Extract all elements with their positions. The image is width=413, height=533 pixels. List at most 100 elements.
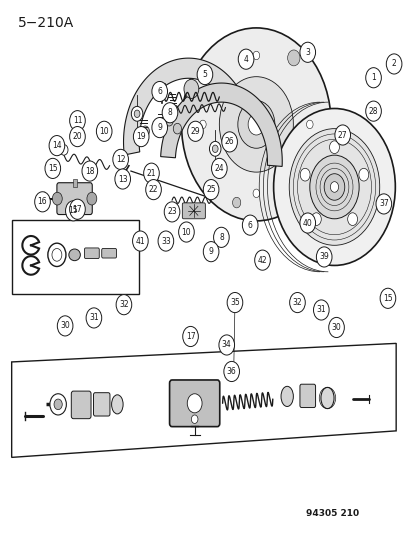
Bar [72,179,76,187]
Circle shape [52,192,62,205]
Circle shape [49,135,64,156]
Circle shape [329,141,339,154]
Circle shape [299,213,315,233]
Text: 6: 6 [157,87,162,96]
Circle shape [133,126,149,147]
Circle shape [45,158,60,179]
Text: 35: 35 [230,298,239,307]
Circle shape [323,174,344,200]
FancyBboxPatch shape [71,391,91,419]
Text: 40: 40 [302,219,312,228]
Circle shape [219,77,293,172]
Text: 3: 3 [304,48,309,57]
Circle shape [328,317,344,337]
Circle shape [299,168,309,181]
Text: 42: 42 [257,256,267,265]
Circle shape [197,64,212,85]
Text: 1: 1 [370,73,375,82]
Text: 10: 10 [181,228,191,237]
Circle shape [232,197,240,208]
Circle shape [365,101,380,121]
FancyBboxPatch shape [57,183,92,215]
Text: 5: 5 [202,70,207,79]
Circle shape [96,121,112,141]
FancyBboxPatch shape [182,203,205,219]
FancyBboxPatch shape [299,384,315,408]
Circle shape [143,163,159,183]
Circle shape [82,161,97,181]
Text: 5−210A: 5−210A [18,16,74,30]
Text: 31: 31 [316,305,325,314]
Text: 39: 39 [318,253,328,262]
Circle shape [145,180,161,200]
Circle shape [35,192,50,212]
Text: 41: 41 [135,237,145,246]
Circle shape [86,308,102,328]
Circle shape [309,155,358,219]
Circle shape [212,145,218,152]
Polygon shape [12,343,395,457]
Circle shape [252,189,259,198]
Circle shape [131,107,142,121]
Text: 32: 32 [292,298,301,307]
Circle shape [50,394,66,415]
Text: 8: 8 [167,108,172,117]
Circle shape [299,42,315,62]
Circle shape [306,120,312,128]
Circle shape [165,115,173,126]
Text: 21: 21 [146,168,156,177]
Circle shape [164,202,179,222]
Text: 10: 10 [99,127,109,136]
Text: 9: 9 [208,247,213,256]
Text: 18: 18 [85,166,94,175]
Text: 17: 17 [185,332,195,341]
Circle shape [203,241,218,262]
Text: 29: 29 [190,127,200,136]
Ellipse shape [112,395,123,414]
Polygon shape [123,58,238,155]
FancyBboxPatch shape [102,248,116,258]
Circle shape [134,110,140,117]
Text: 25: 25 [206,185,216,194]
Text: 28: 28 [368,107,377,116]
Text: 6: 6 [247,221,252,230]
Text: 15: 15 [48,164,57,173]
Circle shape [273,109,394,265]
Circle shape [365,68,380,88]
Text: 4: 4 [243,55,248,63]
Circle shape [141,126,149,136]
Text: 17: 17 [72,205,82,214]
Text: 26: 26 [224,138,234,147]
Text: 8: 8 [218,233,223,242]
Circle shape [347,213,357,225]
Circle shape [358,168,368,181]
Text: 30: 30 [60,321,70,330]
Circle shape [289,293,304,313]
Circle shape [303,167,311,178]
Circle shape [152,82,167,102]
Circle shape [178,222,194,242]
Circle shape [162,103,177,123]
Text: 23: 23 [167,207,176,216]
Circle shape [158,231,173,251]
Circle shape [375,194,391,214]
Circle shape [183,79,198,99]
Text: 9: 9 [157,123,162,132]
Circle shape [115,169,130,189]
Circle shape [252,51,259,60]
Text: 94305 210: 94305 210 [305,510,358,519]
Circle shape [330,182,338,192]
Text: 15: 15 [382,294,392,303]
Text: 24: 24 [214,164,223,173]
Circle shape [237,49,253,69]
Text: 34: 34 [221,341,231,350]
Circle shape [213,227,229,247]
Circle shape [254,250,270,270]
Text: 2: 2 [391,60,396,68]
Ellipse shape [69,249,80,261]
Circle shape [187,121,203,141]
Text: 32: 32 [119,300,128,309]
Bar [12,220,139,294]
Circle shape [187,394,202,413]
Text: 37: 37 [378,199,388,208]
